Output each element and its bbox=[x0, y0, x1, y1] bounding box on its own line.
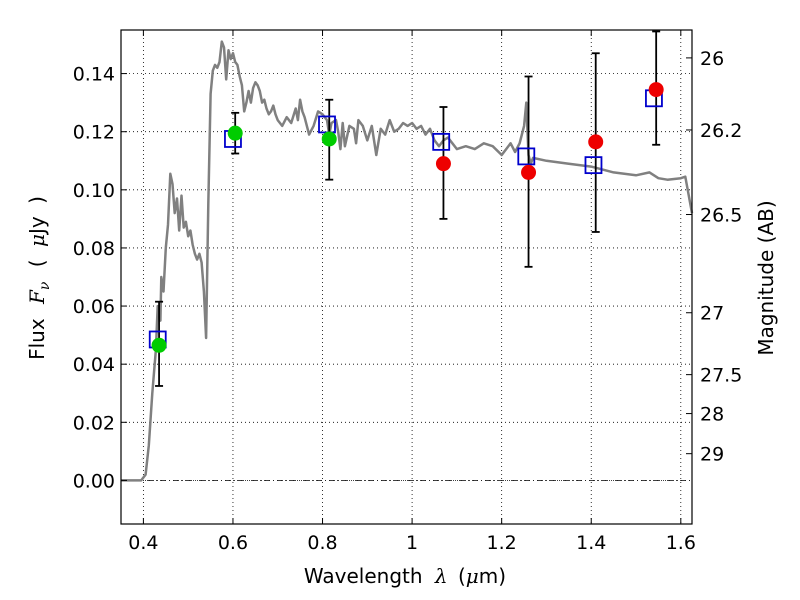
y-tick-label: 0.04 bbox=[73, 354, 115, 376]
y-axis-label: Flux Fν ( μJy ) bbox=[25, 196, 54, 360]
circle-marker bbox=[521, 164, 537, 180]
y-tick-label: 0.02 bbox=[73, 412, 115, 434]
circle-marker bbox=[151, 337, 167, 353]
mag-tick-label: 26 bbox=[700, 48, 724, 70]
square-marker bbox=[432, 132, 451, 151]
x-tick-label: 1 bbox=[406, 532, 418, 554]
mag-tick-label: 27 bbox=[700, 303, 724, 325]
square-marker bbox=[584, 156, 603, 175]
circle-marker bbox=[321, 131, 337, 147]
marker-layer bbox=[148, 82, 664, 353]
y-tick-label: 0.06 bbox=[73, 296, 115, 318]
mag-tick-label: 27.5 bbox=[700, 365, 742, 387]
x-tick-label: 1.4 bbox=[576, 532, 606, 554]
y-tick-label: 0.08 bbox=[73, 238, 115, 260]
x-axis-label: Wavelength λ (μm) bbox=[304, 564, 506, 588]
square-marker bbox=[517, 147, 536, 166]
errorbar-layer bbox=[155, 30, 661, 387]
circle-marker bbox=[435, 156, 451, 172]
circle-marker bbox=[588, 134, 604, 150]
x-tick-label: 0.8 bbox=[307, 532, 337, 554]
mag-tick-label: 28 bbox=[700, 404, 724, 426]
y2-axis-label: Magnitude (AB) bbox=[754, 200, 778, 355]
tick-layer: 0.4 0.6 0.8 1 1.2 1.4 1.6 0.00 0.02 0.04 0.06 0.08 0… bbox=[73, 30, 742, 554]
x-tick-label: 1.6 bbox=[666, 532, 696, 554]
circle-marker bbox=[227, 125, 243, 141]
y-tick-label: 0.14 bbox=[73, 64, 115, 86]
circle-marker bbox=[648, 82, 664, 98]
x-tick-label: 0.6 bbox=[218, 532, 248, 554]
y-tick-label: 0.00 bbox=[73, 470, 115, 492]
spectrum-line bbox=[121, 40, 694, 482]
x-tick-label: 0.4 bbox=[128, 532, 158, 554]
mag-tick-label: 29 bbox=[700, 444, 724, 466]
spectrum-layer bbox=[121, 40, 694, 482]
y-tick-label: 0.10 bbox=[73, 180, 115, 202]
mag-tick-label: 26.2 bbox=[700, 120, 742, 142]
plot-frame bbox=[120, 29, 693, 525]
x-tick-label: 1.2 bbox=[487, 532, 517, 554]
mag-tick-label: 26.5 bbox=[700, 205, 742, 227]
y-tick-label: 0.12 bbox=[73, 122, 115, 144]
